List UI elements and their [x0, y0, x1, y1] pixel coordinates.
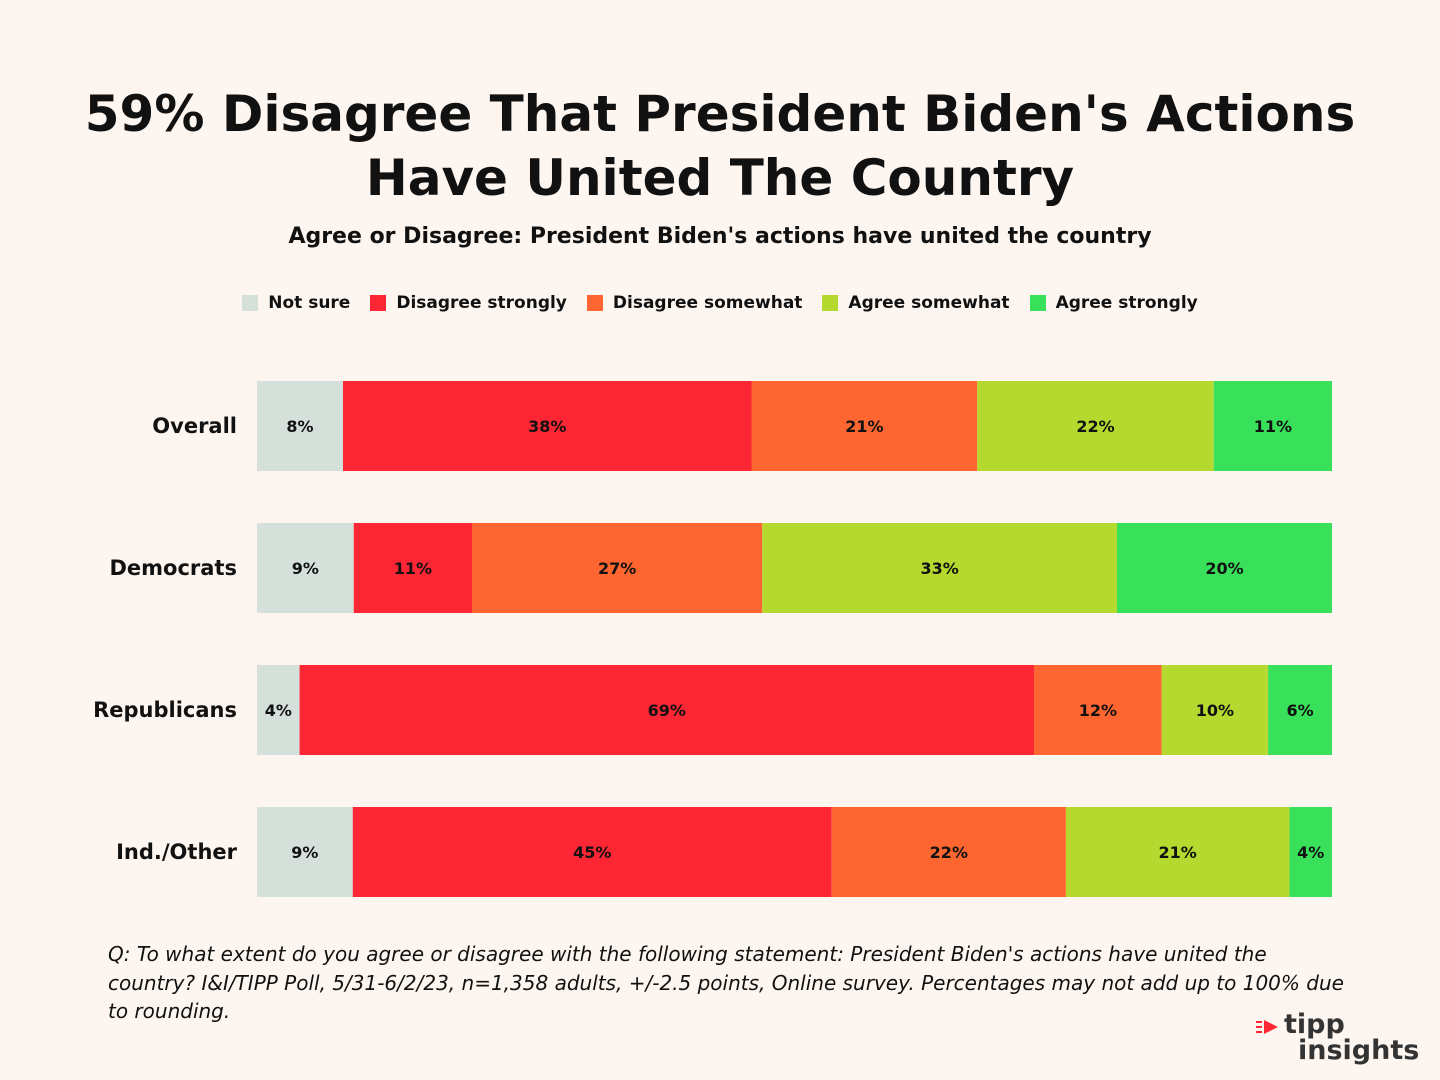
bar-segment	[257, 807, 353, 897]
category-label: Democrats	[110, 556, 238, 580]
legend-swatch	[1029, 295, 1046, 311]
legend-swatch	[586, 295, 603, 311]
chart-title-line-2: Have United The Country	[365, 149, 1075, 207]
category-label: Overall	[152, 414, 237, 438]
bar-segment	[472, 523, 763, 613]
bar-segment	[257, 665, 300, 755]
legend-label: Agree strongly	[1055, 293, 1198, 313]
bar-segment	[1033, 665, 1162, 755]
bar-segment	[1117, 523, 1332, 613]
legend-item-agree-strongly: Agree strongly	[1029, 293, 1198, 313]
bar-segment	[1161, 665, 1269, 755]
category-label: Ind./Other	[116, 840, 238, 864]
legend-label: Disagree somewhat	[612, 293, 803, 313]
tipp-insights-logo: tipp insights	[1256, 1009, 1420, 1072]
chart-subtitle: Agree or Disagree: President Biden's act…	[288, 224, 1152, 249]
bar-segment	[257, 381, 343, 471]
bar-segment	[353, 523, 472, 613]
logo-text-insights: insights	[1298, 1035, 1420, 1066]
data-label: 9%	[291, 843, 318, 862]
bar-segment	[751, 381, 978, 471]
bar-segment	[762, 523, 1117, 613]
logo-arrow-icon	[1256, 1020, 1278, 1034]
legend-swatch	[822, 295, 839, 311]
data-label: 20%	[1205, 559, 1243, 578]
legend: Not sure Disagree strongly Disagree some…	[0, 293, 1440, 313]
data-label: 38%	[528, 417, 566, 436]
data-label: 4%	[265, 701, 292, 720]
data-label: 6%	[1286, 701, 1313, 720]
bar-segment	[352, 807, 832, 897]
data-label: 45%	[573, 843, 611, 862]
legend-swatch	[242, 295, 259, 311]
bar-segment	[1289, 807, 1332, 897]
legend-item-not-sure: Not sure	[242, 293, 350, 313]
data-label: 22%	[930, 843, 968, 862]
legend-item-disagree-somewhat: Disagree somewhat	[586, 293, 803, 313]
footnote: Q: To what extent do you agree or disagr…	[108, 942, 1344, 1023]
bar-segment	[1268, 665, 1332, 755]
data-label: 21%	[845, 417, 883, 436]
legend-swatch	[370, 295, 387, 311]
legend-label: Not sure	[268, 293, 351, 313]
data-label: 11%	[394, 559, 432, 578]
data-label: 8%	[286, 417, 313, 436]
data-label: 22%	[1076, 417, 1114, 436]
bar-segment	[977, 381, 1214, 471]
bar-segment	[257, 523, 354, 613]
bar-segment	[299, 665, 1034, 755]
data-label: 10%	[1196, 701, 1234, 720]
legend-label: Disagree strongly	[396, 293, 567, 313]
bar-segment	[343, 381, 752, 471]
chart-title: 59% Disagree That President Biden's Acti…	[0, 82, 1440, 210]
data-label: 11%	[1254, 417, 1292, 436]
legend-item-disagree-strongly: Disagree strongly	[370, 293, 567, 313]
logo-text-tipp: tipp	[1284, 1009, 1345, 1040]
data-label: 9%	[292, 559, 319, 578]
data-label: 21%	[1159, 843, 1197, 862]
data-label: 33%	[920, 559, 958, 578]
category-label: Republicans	[93, 698, 237, 722]
legend-label: Agree somewhat	[848, 293, 1010, 313]
data-label: 69%	[648, 701, 686, 720]
bar-segment	[831, 807, 1066, 897]
legend-item-agree-somewhat: Agree somewhat	[822, 293, 1010, 313]
bar-segment	[1065, 807, 1290, 897]
data-label: 4%	[1297, 843, 1324, 862]
bar-segment	[1213, 381, 1332, 471]
chart-title-line-1: 59% Disagree That President Biden's Acti…	[84, 85, 1356, 143]
data-label: 27%	[598, 559, 636, 578]
data-label: 12%	[1079, 701, 1117, 720]
